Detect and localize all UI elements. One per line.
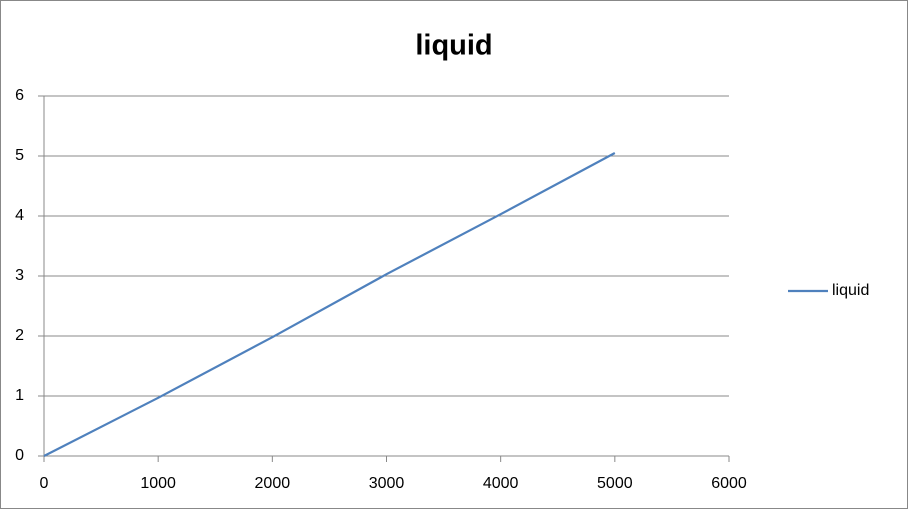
- chart-title: liquid: [415, 30, 492, 62]
- x-tick-label: 5000: [597, 475, 633, 492]
- x-tick-label: 1000: [140, 475, 176, 492]
- data-line: [43, 152, 616, 457]
- y-tick-label: 3: [15, 267, 24, 284]
- legend-label: liquid: [832, 282, 869, 299]
- y-tick-label: 5: [15, 147, 24, 164]
- x-tick-label: 0: [40, 475, 49, 492]
- x-tick-label: 4000: [483, 475, 519, 492]
- y-tick-label: 4: [15, 207, 24, 224]
- x-tick-label: 2000: [255, 475, 291, 492]
- y-tick-label: 6: [15, 87, 24, 104]
- x-tick-label: 3000: [369, 475, 405, 492]
- y-tick-label: 0: [15, 447, 24, 464]
- y-tick-label: 1: [15, 387, 24, 404]
- y-tick-label: 2: [15, 327, 24, 344]
- x-tick-label: 6000: [711, 475, 747, 492]
